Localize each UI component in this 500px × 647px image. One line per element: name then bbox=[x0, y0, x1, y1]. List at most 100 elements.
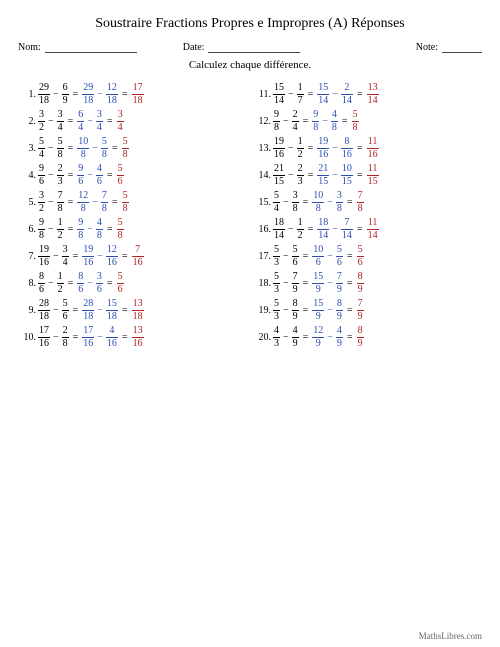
equals: = bbox=[64, 170, 78, 181]
note-label: Note: bbox=[416, 42, 438, 53]
minus-op: − bbox=[45, 224, 57, 235]
fraction: 2818 bbox=[38, 299, 50, 322]
fraction: 79 bbox=[357, 299, 364, 322]
minus-op: − bbox=[324, 197, 336, 208]
nom-line bbox=[45, 42, 137, 53]
minus-op: − bbox=[94, 332, 106, 343]
fraction: 64 bbox=[77, 110, 84, 133]
minus-op: − bbox=[94, 89, 106, 100]
problem-number: 18. bbox=[253, 278, 273, 289]
fraction: 1218 bbox=[106, 83, 118, 106]
fraction: 32 bbox=[38, 191, 45, 214]
fraction: 1116 bbox=[367, 137, 379, 160]
minus-op: − bbox=[280, 278, 292, 289]
minus-op: − bbox=[84, 224, 96, 235]
fraction: 49 bbox=[292, 326, 299, 349]
fraction: 159 bbox=[312, 272, 324, 295]
equals: = bbox=[353, 143, 367, 154]
problem-number: 7. bbox=[18, 251, 38, 262]
minus-op: − bbox=[45, 170, 57, 181]
fraction: 58 bbox=[101, 137, 108, 160]
fraction: 69 bbox=[62, 83, 69, 106]
minus-op: − bbox=[45, 143, 57, 154]
equals: = bbox=[64, 143, 78, 154]
fraction: 23 bbox=[297, 164, 304, 187]
fraction: 56 bbox=[357, 245, 364, 268]
fraction: 54 bbox=[273, 191, 280, 214]
fraction: 17 bbox=[297, 83, 304, 106]
fraction: 129 bbox=[312, 326, 324, 349]
problem-number: 3. bbox=[18, 143, 38, 154]
fraction: 58 bbox=[122, 137, 129, 160]
fraction: 53 bbox=[273, 245, 280, 268]
fraction: 2818 bbox=[82, 299, 94, 322]
fraction: 12 bbox=[297, 137, 304, 160]
date-line bbox=[208, 42, 300, 53]
equals: = bbox=[353, 170, 367, 181]
minus-op: − bbox=[324, 251, 336, 262]
fraction: 48 bbox=[331, 110, 338, 133]
fraction: 714 bbox=[341, 218, 353, 241]
problem-row: 16.1814−12=1814−714=1114 bbox=[253, 216, 482, 243]
minus-op: − bbox=[285, 89, 297, 100]
minus-op: − bbox=[84, 116, 96, 127]
equals: = bbox=[299, 305, 313, 316]
equals: = bbox=[299, 116, 313, 127]
fraction: 2918 bbox=[82, 83, 94, 106]
minus-op: − bbox=[280, 305, 292, 316]
fraction: 1814 bbox=[273, 218, 285, 241]
fraction: 43 bbox=[273, 326, 280, 349]
minus-op: − bbox=[324, 278, 336, 289]
equals: = bbox=[304, 89, 318, 100]
nom-label: Nom: bbox=[18, 42, 41, 53]
equals: = bbox=[108, 197, 122, 208]
column-right: 11.1514−17=1514−214=131412.98−24=98−48=5… bbox=[253, 81, 482, 351]
footer-credit: MathsLibres.com bbox=[419, 631, 482, 641]
problem-number: 4. bbox=[18, 170, 38, 181]
problem-row: 20.43−49=129−49=89 bbox=[253, 324, 482, 351]
equals: = bbox=[343, 332, 357, 343]
fraction: 36 bbox=[96, 272, 103, 295]
equals: = bbox=[299, 332, 313, 343]
fraction: 96 bbox=[77, 164, 84, 187]
fraction: 34 bbox=[57, 110, 64, 133]
fraction: 1115 bbox=[367, 164, 379, 187]
minus-op: − bbox=[94, 251, 106, 262]
minus-op: − bbox=[280, 251, 292, 262]
fraction: 78 bbox=[57, 191, 64, 214]
problem-number: 20. bbox=[253, 332, 273, 343]
fraction: 56 bbox=[336, 245, 343, 268]
fraction: 89 bbox=[357, 326, 364, 349]
minus-op: − bbox=[50, 251, 62, 262]
minus-op: − bbox=[329, 170, 341, 181]
fraction: 78 bbox=[101, 191, 108, 214]
fraction: 12 bbox=[57, 218, 64, 241]
equals: = bbox=[118, 89, 132, 100]
equals: = bbox=[69, 251, 83, 262]
equals: = bbox=[353, 224, 367, 235]
equals: = bbox=[353, 89, 367, 100]
column-left: 1.2918−69=2918−1218=17182.32−34=64−34=34… bbox=[18, 81, 247, 351]
equals: = bbox=[343, 278, 357, 289]
fraction: 98 bbox=[38, 218, 45, 241]
fraction: 56 bbox=[292, 245, 299, 268]
minus-op: − bbox=[324, 332, 336, 343]
fraction: 12 bbox=[57, 272, 64, 295]
problem-number: 11. bbox=[253, 89, 273, 100]
minus-op: − bbox=[319, 116, 331, 127]
equals: = bbox=[69, 332, 83, 343]
fraction: 1114 bbox=[367, 218, 379, 241]
problem-number: 8. bbox=[18, 278, 38, 289]
equals: = bbox=[108, 143, 122, 154]
fraction: 89 bbox=[357, 272, 364, 295]
equals: = bbox=[299, 197, 313, 208]
problem-number: 17. bbox=[253, 251, 273, 262]
subtitle: Calculez chaque différence. bbox=[18, 59, 482, 71]
equals: = bbox=[299, 251, 313, 262]
fraction: 108 bbox=[312, 191, 324, 214]
problem-number: 9. bbox=[18, 305, 38, 316]
fraction: 1216 bbox=[106, 245, 118, 268]
equals: = bbox=[103, 170, 117, 181]
problem-number: 12. bbox=[253, 116, 273, 127]
fraction: 1015 bbox=[341, 164, 353, 187]
